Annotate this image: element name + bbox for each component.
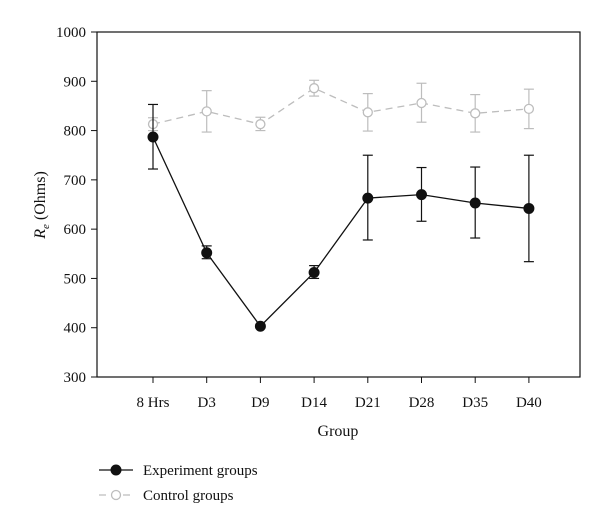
data-point-experiment bbox=[201, 247, 213, 259]
legend-label-control: Control groups bbox=[143, 488, 234, 504]
y-tick-label: 500 bbox=[64, 271, 87, 287]
x-tick-label: D21 bbox=[355, 395, 381, 411]
data-point-experiment bbox=[308, 267, 320, 279]
legend-item-experiment: Experiment groups bbox=[99, 463, 258, 479]
data-point-control bbox=[523, 103, 535, 115]
y-tick-label: 800 bbox=[64, 124, 87, 140]
data-point-control bbox=[416, 97, 427, 109]
data-point-experiment bbox=[416, 189, 427, 201]
x-tick-label: D40 bbox=[516, 395, 542, 411]
y-tick-label: 700 bbox=[64, 173, 87, 189]
data-point-experiment bbox=[469, 197, 481, 209]
series-line-experiment bbox=[152, 136, 529, 328]
x-axis: 8 Hrs D3 D9 D14 D21 D28 D35 D40 bbox=[137, 377, 542, 411]
plot-frame bbox=[96, 31, 581, 378]
y-axis-title: Re (Ohms) bbox=[32, 171, 52, 240]
x-tick-label: 8 Hrs bbox=[137, 395, 170, 411]
data-point-control bbox=[470, 108, 481, 119]
data-point-experiment bbox=[254, 320, 266, 332]
y-tick-label: 300 bbox=[64, 370, 87, 386]
x-tick-label: D9 bbox=[251, 395, 269, 411]
legend-item-control: Control groups bbox=[99, 488, 234, 504]
y-axis: 300 400 500 600 700 800 900 1000 bbox=[56, 25, 97, 386]
data-point-experiment bbox=[523, 202, 535, 214]
series-layer bbox=[147, 79, 535, 332]
legend-label-experiment: Experiment groups bbox=[143, 463, 258, 479]
y-tick-label: 900 bbox=[64, 74, 87, 90]
y-axis-title-unit: (Ohms) bbox=[32, 171, 49, 220]
y-axis-title-subscript: e bbox=[40, 224, 52, 229]
series-line-control bbox=[152, 87, 529, 125]
x-tick-label: D28 bbox=[409, 395, 435, 411]
y-tick-label: 1000 bbox=[56, 25, 86, 41]
data-point-control bbox=[255, 119, 266, 130]
data-point-control bbox=[201, 106, 212, 117]
x-axis-title: Group bbox=[318, 423, 359, 440]
data-point-experiment bbox=[362, 192, 374, 204]
data-point-control bbox=[308, 83, 320, 94]
legend-marker-control bbox=[110, 489, 122, 501]
x-tick-label: D35 bbox=[462, 395, 488, 411]
y-axis-title-symbol: R bbox=[32, 229, 49, 240]
legend-marker-experiment bbox=[110, 464, 122, 476]
y-tick-label: 600 bbox=[64, 222, 87, 238]
y-tick-label: 400 bbox=[64, 321, 87, 337]
x-tick-label: D3 bbox=[198, 395, 216, 411]
legend: Experiment groups Control groups bbox=[99, 463, 258, 504]
data-point-experiment bbox=[147, 131, 159, 143]
x-tick-label: D14 bbox=[301, 395, 327, 411]
data-point-control bbox=[362, 107, 373, 118]
